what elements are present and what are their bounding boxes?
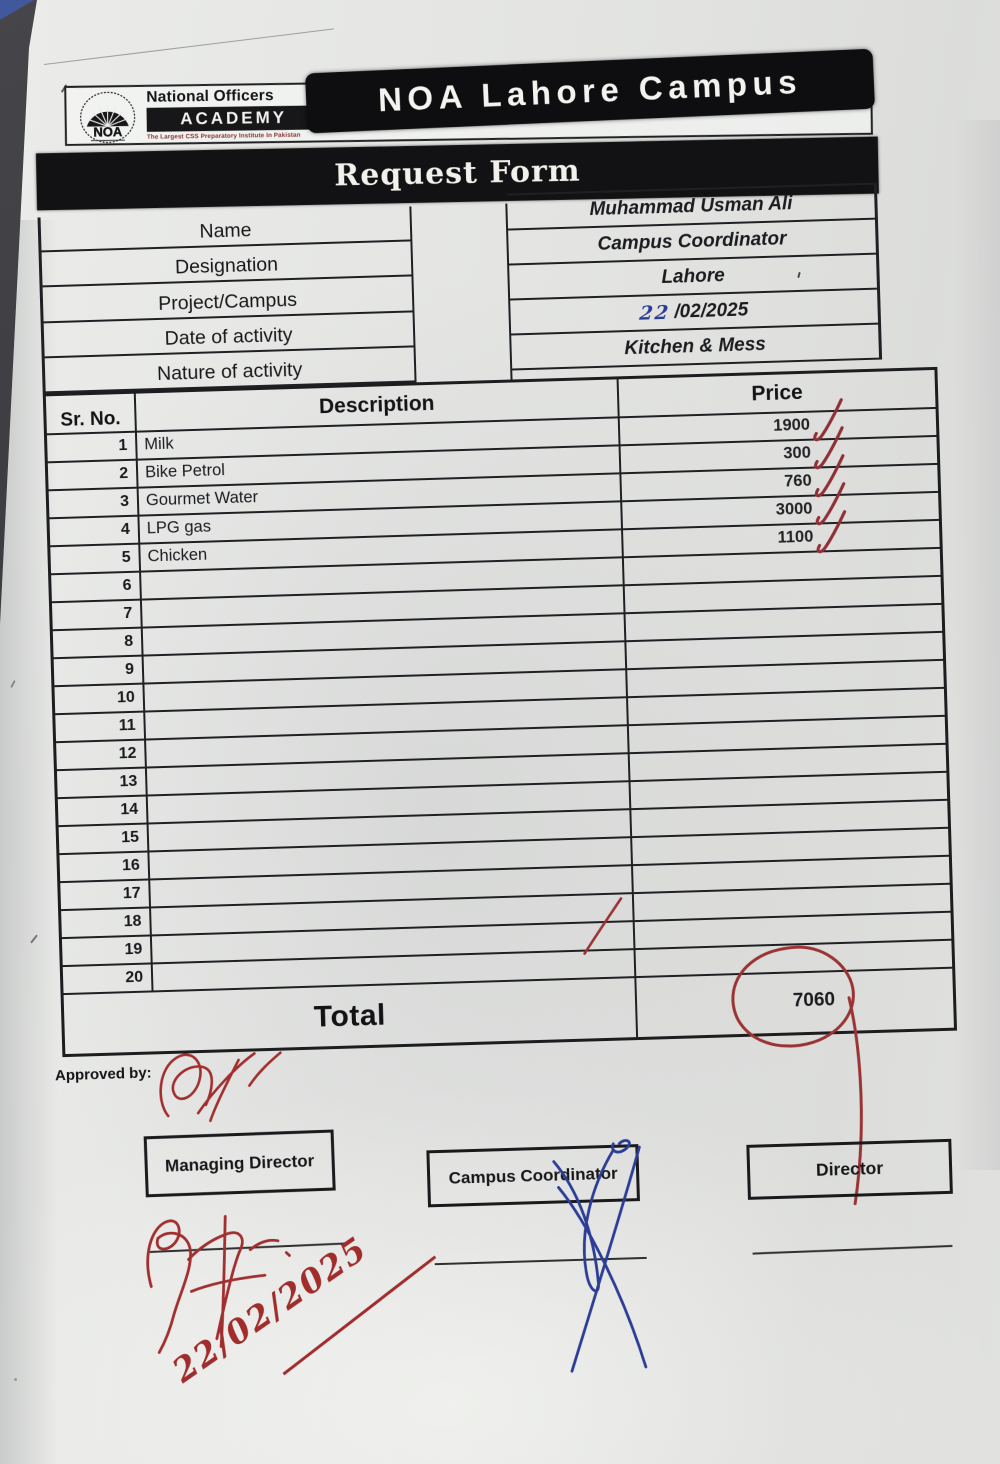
requests-table: Sr. No. Description Price 1 Milk 1900 2 Bike… — [42, 366, 958, 1058]
sr-cell: 10 — [54, 684, 146, 714]
sr-cell: 13 — [56, 768, 148, 798]
pen-mark — [30, 934, 38, 944]
sr-cell: 6 — [51, 572, 142, 602]
signature-red-managing-director — [146, 1214, 291, 1354]
stray-red-mark — [583, 897, 623, 955]
sr-cell: 1 — [46, 432, 138, 462]
price-cell: 1100 — [623, 510, 940, 556]
pen-mark — [14, 1378, 17, 1381]
sr-cell: 4 — [49, 516, 141, 546]
sr-cell: 9 — [53, 656, 145, 686]
sr-cell: 2 — [47, 460, 139, 490]
field-spacer-column — [409, 203, 513, 383]
table-row: 3 Gourmet Water 760 — [48, 454, 939, 520]
field-value-text: Kitchen & Mess — [624, 333, 767, 359]
table-row: 2 Bike Petrol 300 — [47, 426, 938, 492]
paper-crease-line — [43, 28, 334, 65]
academy-banner: ACADEMY — [146, 105, 321, 132]
price-cell: 760 — [621, 454, 938, 500]
field-label-column: Name Designation Project/Campus Date of act… — [37, 206, 415, 394]
table-body: 1 Milk 1900 2 Bike Petrol 300 3 Gourmet Water 76… — [46, 398, 953, 996]
sr-cell: 11 — [55, 712, 147, 742]
sr-cell: 15 — [58, 824, 150, 854]
field-value-text: Lahore — [661, 264, 726, 288]
table-row: 1 Milk 1900 — [46, 398, 937, 464]
request-form: NOA National Officers ACADEMY The Larges… — [34, 48, 975, 1464]
handwritten-blue-text: 22 — [638, 301, 672, 325]
red-tick-icon — [814, 454, 845, 498]
field-value-text: Campus Coordinator — [597, 227, 787, 255]
pen-mark — [10, 679, 16, 689]
price-cell: 300 — [621, 426, 938, 472]
price-cell: 1900 — [620, 398, 937, 444]
red-tick-icon — [813, 398, 843, 442]
price-cell: 3000 — [622, 482, 939, 528]
signature-box-director: Director — [746, 1138, 953, 1200]
sr-cell: 3 — [48, 488, 140, 518]
sr-cell: 18 — [61, 908, 152, 938]
form-title: Request Form — [333, 153, 581, 194]
approved-by-label: Approved by: — [54, 1064, 152, 1085]
sr-cell: 17 — [60, 880, 152, 910]
sr-cell: 14 — [57, 796, 149, 826]
sr-cell: 16 — [59, 852, 151, 882]
red-circle-annotation — [731, 945, 863, 1206]
sr-no-header: Sr. No. — [45, 393, 137, 434]
approval-signature-red — [159, 1051, 282, 1123]
signature-line — [752, 1244, 953, 1255]
org-tagline: The Largest CSS Preparatory Institute In… — [146, 131, 301, 141]
sr-cell: 7 — [51, 600, 143, 630]
table-row: 4 LPG gas 3000 — [49, 482, 939, 548]
background-object-corner — [0, 0, 34, 20]
letterhead-box: NOA National Officers ACADEMY The Larges… — [64, 74, 873, 146]
sr-cell: 5 — [50, 544, 142, 574]
sr-cell: 19 — [61, 936, 153, 966]
red-tick-icon — [814, 426, 844, 470]
sr-cell: 8 — [52, 628, 144, 658]
sr-cell: 12 — [56, 740, 147, 770]
signature-box-managing-director: Managing Director — [143, 1129, 336, 1198]
red-tick-icon — [816, 510, 847, 554]
svg-text:NOA: NOA — [93, 124, 123, 139]
field-value-text: /02/2025 — [674, 298, 749, 323]
red-tick-icon — [815, 482, 846, 526]
sr-cell: 20 — [62, 964, 154, 994]
table-row: 5 Chicken 1100 — [50, 510, 940, 576]
field-value-column: Muhammad Usman Ali Campus Coordinator Laho… — [507, 182, 883, 371]
signature-blue-campus-coordinator — [552, 1139, 648, 1373]
field-value-text: Muhammad Usman Ali — [589, 192, 793, 220]
noa-emblem-icon: NOA — [80, 91, 136, 143]
